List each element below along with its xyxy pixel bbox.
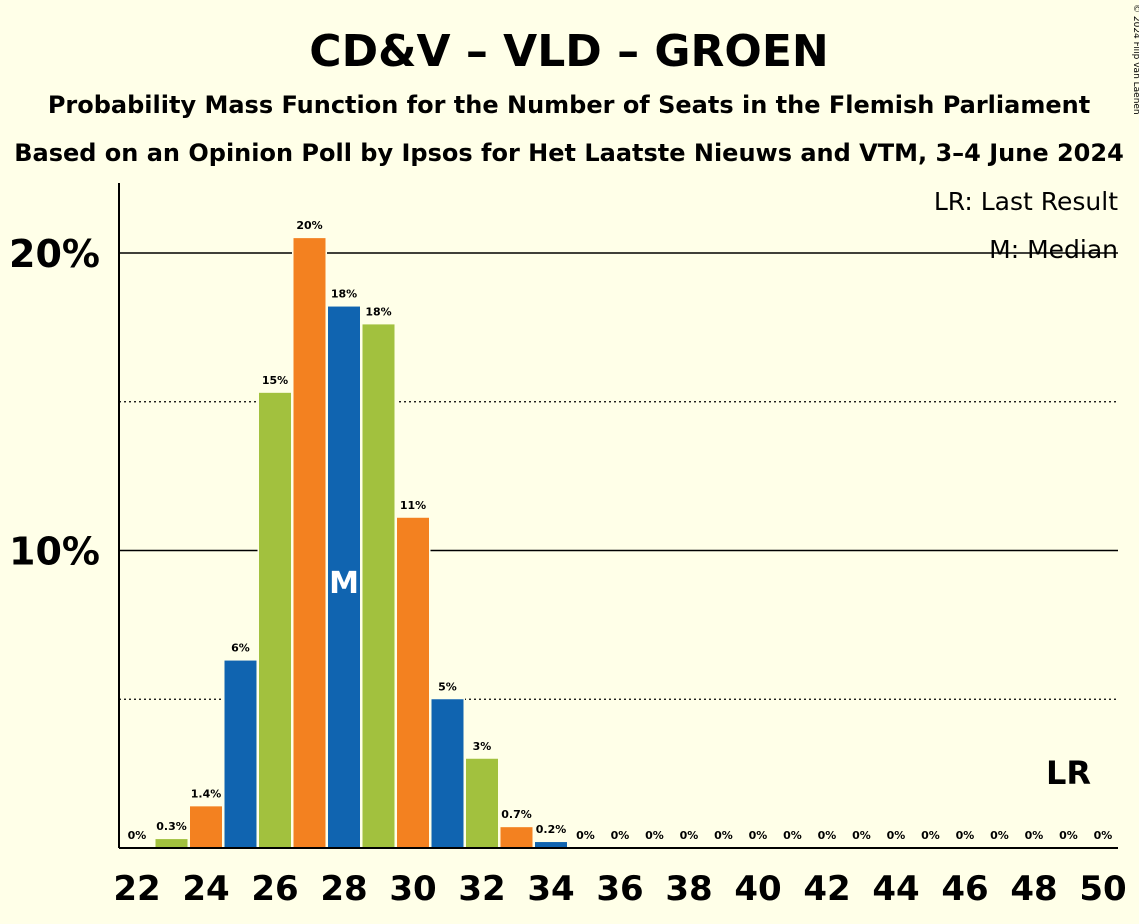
value-label: 0%	[576, 829, 595, 842]
bar	[328, 306, 360, 848]
median-marker: M	[329, 566, 359, 601]
value-label: 3%	[473, 740, 492, 753]
value-label: 0%	[611, 829, 630, 842]
value-label: 0%	[680, 829, 699, 842]
value-label: 0%	[1059, 829, 1078, 842]
value-label: 18%	[365, 305, 391, 318]
bar	[293, 238, 326, 848]
value-label: 0%	[990, 829, 1009, 842]
value-label: 0.7%	[501, 808, 532, 821]
x-tick-label: 22	[113, 869, 160, 909]
value-label: 0.2%	[536, 823, 567, 836]
value-label: 0%	[128, 829, 147, 842]
bar	[259, 392, 291, 848]
legend-median: M: Median	[989, 235, 1118, 264]
chart-subtitle-2: Based on an Opinion Poll by Ipsos for He…	[14, 139, 1124, 167]
legend-last-result: LR: Last Result	[934, 187, 1118, 216]
value-label: 0%	[714, 829, 733, 842]
bar	[362, 324, 395, 848]
bar	[190, 806, 222, 848]
x-tick-label: 30	[389, 869, 436, 909]
value-label: 11%	[400, 499, 426, 512]
x-tick-label: 24	[182, 869, 229, 909]
x-tick-label: 48	[1010, 869, 1057, 909]
x-tick-label: 28	[320, 869, 367, 909]
bar	[466, 758, 498, 848]
value-label: 18%	[331, 288, 357, 301]
x-tick-label: 46	[941, 869, 988, 909]
x-tick-label: 32	[458, 869, 505, 909]
y-tick-label: 10%	[9, 530, 100, 574]
x-tick-label: 36	[596, 869, 643, 909]
bar	[224, 660, 257, 848]
value-label: 0%	[749, 829, 768, 842]
x-tick-label: 34	[527, 869, 574, 909]
value-label: 20%	[296, 219, 322, 232]
value-label: 0%	[1025, 829, 1044, 842]
x-tick-label: 50	[1079, 869, 1126, 909]
value-label: 0%	[852, 829, 871, 842]
bar	[155, 839, 188, 848]
bar	[535, 842, 567, 848]
value-label: 0%	[645, 829, 664, 842]
value-label: 0%	[1094, 829, 1113, 842]
value-label: 5%	[438, 680, 457, 693]
x-tick-label: 42	[803, 869, 850, 909]
value-label: 1.4%	[191, 787, 222, 800]
value-label: 6%	[231, 642, 250, 655]
grid-layer: 10% 20%	[9, 232, 1118, 700]
x-tick-label: 38	[665, 869, 712, 909]
chart-title: CD&V – VLD – GROEN	[309, 26, 828, 77]
bar-layer: 0% 0.3% 1.4% 6% 15% 20% 18% 18% 11% 5% 3% 0.7% 0.2% 0…	[113, 183, 1127, 909]
bar	[431, 699, 464, 848]
value-label: 0%	[887, 829, 906, 842]
bar	[500, 827, 533, 848]
x-tick-label: 40	[734, 869, 781, 909]
value-label: 0%	[783, 829, 802, 842]
last-result-marker: LR	[1046, 754, 1091, 792]
chart-subtitle-1: Probability Mass Function for the Number…	[48, 91, 1090, 119]
bar	[397, 517, 429, 848]
y-tick-label: 20%	[9, 232, 100, 276]
x-tick-label: 26	[251, 869, 298, 909]
value-label: 15%	[262, 374, 288, 387]
value-label: 0.3%	[156, 820, 187, 833]
copyright-note: © 2024 Filip van Laenen	[1131, 4, 1139, 115]
value-label: 0%	[956, 829, 975, 842]
x-tick-label: 44	[872, 869, 919, 909]
value-label: 0%	[921, 829, 940, 842]
value-label: 0%	[818, 829, 837, 842]
